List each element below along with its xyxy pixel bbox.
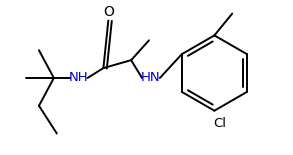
Text: O: O: [103, 5, 114, 19]
Text: Cl: Cl: [213, 117, 226, 130]
Text: HN: HN: [141, 71, 161, 84]
Text: NH: NH: [69, 71, 88, 84]
